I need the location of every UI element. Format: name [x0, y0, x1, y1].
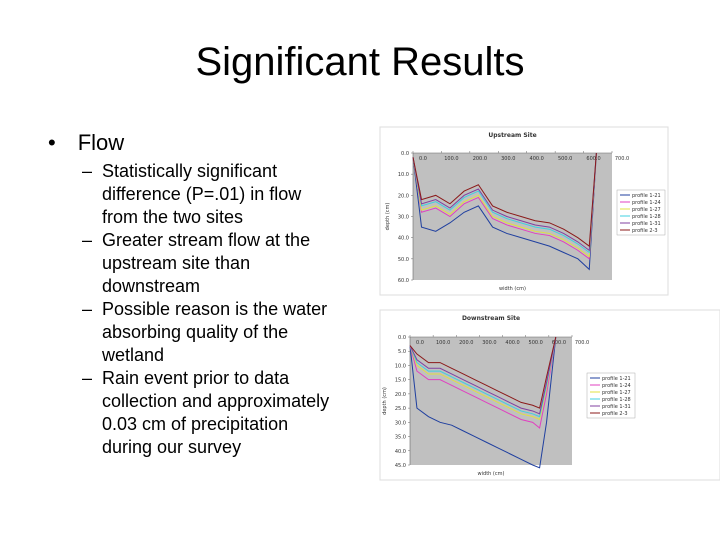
- y-tick-label: 50.0: [398, 257, 409, 263]
- x-tick-label: 400.0: [505, 340, 519, 346]
- legend-label: profile 1-24: [602, 383, 631, 389]
- series-line: [409, 336, 557, 429]
- legend-label: profile 1-31: [632, 221, 661, 227]
- legend-label: profile 1-27: [602, 390, 631, 396]
- x-tick-label: 600.0: [552, 340, 566, 346]
- dash: –: [82, 299, 93, 319]
- x-tick-label: 0.0: [416, 340, 424, 346]
- y-tick-label: 40.0: [398, 236, 409, 242]
- slide-title: Significant Results: [195, 40, 525, 84]
- bullet-dot: •: [48, 130, 56, 155]
- x-tick-label: 200.0: [459, 340, 473, 346]
- sub-bullet-text: Statistically significant difference (P=…: [102, 161, 302, 227]
- y-axis-label: depth (cm): [385, 203, 391, 231]
- sub-bullet: – Rain event prior to data collection and…: [82, 367, 338, 459]
- legend-label: profile 1-28: [632, 214, 661, 220]
- plot-area: [413, 153, 612, 280]
- dash: –: [82, 161, 93, 181]
- x-tick-label: 300.0: [482, 340, 496, 346]
- x-tick-label: 400.0: [530, 156, 544, 162]
- legend-label: profile 1-24: [632, 200, 661, 206]
- y-tick-label: 15.0: [395, 378, 406, 384]
- x-tick-label: 100.0: [444, 156, 458, 162]
- series-line: [409, 336, 557, 421]
- legend-label: profile 1-31: [602, 404, 631, 410]
- series-line: [412, 152, 597, 260]
- series-line: [412, 152, 597, 271]
- y-tick-label: 30.0: [398, 215, 409, 221]
- legend-label: profile 1-27: [632, 207, 661, 213]
- x-tick-label: 600.0: [586, 156, 600, 162]
- x-axis-label: width (cm): [499, 286, 526, 292]
- legend-label: profile 1-21: [602, 376, 631, 382]
- x-tick-label: 500.0: [558, 156, 572, 162]
- legend-label: profile 1-21: [632, 193, 661, 199]
- legend-box: [586, 372, 636, 419]
- x-tick-label: 100.0: [436, 340, 450, 346]
- legend-label: profile 1-28: [602, 397, 631, 403]
- series-line: [409, 336, 557, 415]
- legend-label: profile 2-3: [632, 228, 658, 234]
- series-line: [412, 152, 597, 252]
- y-tick-label: 35.0: [395, 435, 406, 441]
- x-axis-label: width (cm): [478, 471, 505, 477]
- x-tick-label: 500.0: [529, 340, 543, 346]
- series-line: [412, 152, 597, 258]
- y-tick-label: 60.0: [398, 278, 409, 284]
- dash: –: [82, 230, 93, 250]
- legend-label: profile 2-3: [602, 411, 628, 417]
- series-line: [412, 152, 597, 248]
- y-tick-label: 0.0: [401, 151, 409, 157]
- sub-bullet: – Possible reason is the water absorbing …: [82, 298, 338, 367]
- series-line: [409, 336, 557, 418]
- dash: –: [82, 368, 93, 388]
- sub-bullets: – Statistically significant difference (P…: [82, 160, 342, 459]
- legend-box: [616, 189, 666, 236]
- x-tick-label: 700.0: [615, 156, 629, 162]
- x-tick-label: 200.0: [473, 156, 487, 162]
- sub-bullet-text: Rain event prior to data collection and …: [102, 368, 330, 457]
- y-tick-label: 0.0: [398, 335, 406, 341]
- y-tick-label: 20.0: [395, 392, 406, 398]
- y-tick-label: 20.0: [398, 193, 409, 199]
- sub-bullet-text: Possible reason is the water absorbing q…: [102, 299, 328, 365]
- y-tick-label: 10.0: [395, 363, 406, 369]
- chart-title: Upstream Site: [488, 132, 536, 139]
- y-tick-label: 10.0: [398, 172, 409, 178]
- bullet-text: Flow: [77, 130, 125, 155]
- y-tick-label: 40.0: [395, 449, 406, 455]
- chart-title: Downstream Site: [462, 315, 520, 322]
- sub-bullet-text: Greater stream flow at the upstream site…: [102, 230, 311, 296]
- y-tick-label: 45.0: [395, 463, 406, 469]
- series-line: [409, 336, 557, 409]
- y-tick-label: 5.0: [398, 349, 406, 355]
- series-line: [409, 336, 557, 469]
- sub-bullet: – Greater stream flow at the upstream sit…: [82, 229, 338, 298]
- plot-area: [410, 337, 572, 465]
- x-tick-label: 700.0: [575, 340, 589, 346]
- series-line: [412, 152, 597, 254]
- x-tick-label: 0.0: [419, 156, 427, 162]
- y-axis-label: depth (cm): [382, 387, 388, 415]
- x-tick-label: 300.0: [501, 156, 515, 162]
- sub-bullet: – Statistically significant difference (P…: [82, 160, 338, 229]
- y-tick-label: 30.0: [395, 420, 406, 426]
- y-tick-label: 25.0: [395, 406, 406, 412]
- bullet: • Flow: [48, 130, 124, 156]
